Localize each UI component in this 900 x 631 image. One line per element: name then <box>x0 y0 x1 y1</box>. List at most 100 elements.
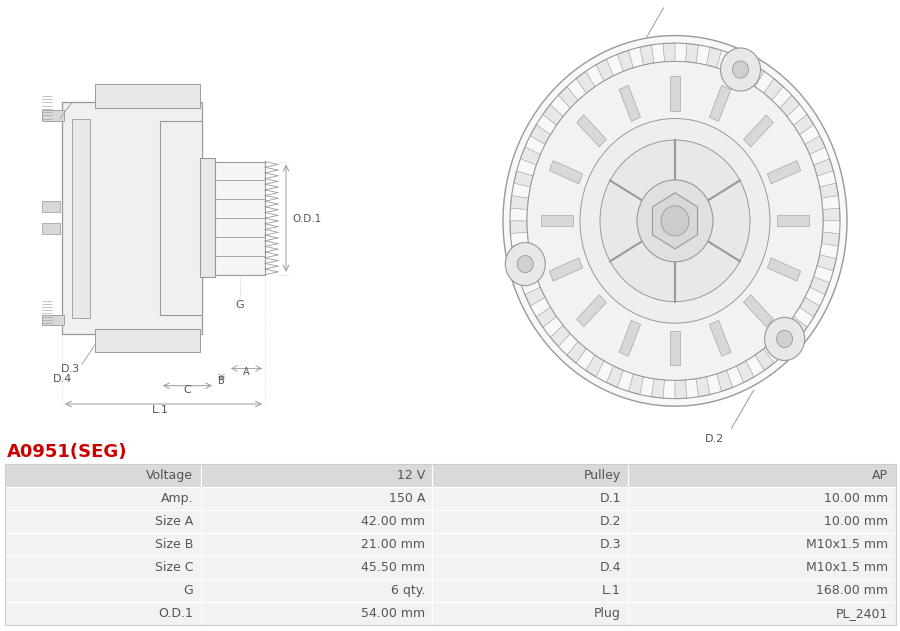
Bar <box>201 602 432 625</box>
Text: 10.00 mm: 10.00 mm <box>824 492 888 505</box>
Text: C: C <box>183 385 191 395</box>
Text: Size B: Size B <box>155 538 194 551</box>
Polygon shape <box>736 361 754 382</box>
Text: G: G <box>184 584 194 597</box>
Polygon shape <box>696 377 710 397</box>
Text: Amp.: Amp. <box>161 492 194 505</box>
Polygon shape <box>596 59 614 81</box>
Text: 150 A: 150 A <box>389 492 425 505</box>
Polygon shape <box>706 47 722 68</box>
Polygon shape <box>670 76 680 111</box>
Polygon shape <box>743 295 773 327</box>
Bar <box>432 602 628 625</box>
Bar <box>432 487 628 510</box>
Text: 6 qty.: 6 qty. <box>391 584 425 597</box>
Bar <box>4 533 201 556</box>
Text: D.1: D.1 <box>599 492 621 505</box>
Circle shape <box>518 256 534 273</box>
Circle shape <box>503 35 847 406</box>
Text: L.1: L.1 <box>602 584 621 597</box>
Text: D.3: D.3 <box>60 363 79 374</box>
Text: G: G <box>236 300 244 310</box>
Polygon shape <box>709 85 731 121</box>
Bar <box>95 84 200 108</box>
Text: 45.50 mm: 45.50 mm <box>361 561 425 574</box>
Text: 12 V: 12 V <box>397 469 425 482</box>
Polygon shape <box>530 125 551 144</box>
Text: 42.00 mm: 42.00 mm <box>361 515 425 528</box>
Polygon shape <box>558 86 578 108</box>
Polygon shape <box>586 355 604 377</box>
Text: D.4: D.4 <box>52 374 72 384</box>
Bar <box>201 510 432 533</box>
Polygon shape <box>536 307 556 327</box>
Bar <box>4 556 201 579</box>
Circle shape <box>527 61 823 380</box>
Polygon shape <box>607 366 624 387</box>
Polygon shape <box>805 136 825 155</box>
Bar <box>628 602 896 625</box>
Bar <box>628 533 896 556</box>
Text: B: B <box>218 375 224 386</box>
Circle shape <box>661 206 689 236</box>
Bar <box>432 464 628 487</box>
Bar <box>200 158 215 277</box>
Bar <box>201 464 432 487</box>
Polygon shape <box>686 44 698 63</box>
Bar <box>432 510 628 533</box>
Text: D.3: D.3 <box>599 538 621 551</box>
Polygon shape <box>543 105 563 126</box>
Polygon shape <box>576 71 595 93</box>
Text: PL_2401: PL_2401 <box>836 606 888 620</box>
Polygon shape <box>716 370 733 391</box>
Bar <box>201 556 432 579</box>
Polygon shape <box>550 325 571 346</box>
Polygon shape <box>510 221 527 233</box>
Text: Voltage: Voltage <box>147 469 194 482</box>
Polygon shape <box>549 161 582 184</box>
Polygon shape <box>510 196 528 209</box>
Bar <box>42 223 60 233</box>
Polygon shape <box>525 287 545 306</box>
Polygon shape <box>520 147 540 165</box>
Text: 10.00 mm: 10.00 mm <box>824 515 888 528</box>
Text: Size C: Size C <box>155 561 194 574</box>
Polygon shape <box>822 232 840 246</box>
Polygon shape <box>779 95 800 117</box>
Bar <box>215 162 265 274</box>
Text: Size A: Size A <box>155 515 194 528</box>
Polygon shape <box>577 295 607 327</box>
Polygon shape <box>567 341 586 363</box>
Text: D.1: D.1 <box>670 0 689 2</box>
Bar <box>95 329 200 352</box>
Polygon shape <box>810 276 830 295</box>
Polygon shape <box>577 115 607 147</box>
Polygon shape <box>652 379 664 398</box>
Text: O.D.1: O.D.1 <box>292 214 321 224</box>
Text: D.4: D.4 <box>599 561 621 574</box>
Polygon shape <box>777 215 809 227</box>
Text: D.2: D.2 <box>599 515 621 528</box>
Text: Plug: Plug <box>594 606 621 620</box>
Polygon shape <box>619 85 641 121</box>
Polygon shape <box>640 45 654 65</box>
Bar <box>432 533 628 556</box>
Polygon shape <box>628 374 644 394</box>
Bar <box>628 464 896 487</box>
Text: 54.00 mm: 54.00 mm <box>361 606 425 620</box>
Polygon shape <box>709 321 731 357</box>
Text: 168.00 mm: 168.00 mm <box>816 584 888 597</box>
Polygon shape <box>768 258 801 281</box>
Polygon shape <box>652 193 698 249</box>
Bar <box>628 487 896 510</box>
Polygon shape <box>787 316 807 337</box>
Bar <box>4 579 201 602</box>
Polygon shape <box>814 159 833 176</box>
Polygon shape <box>743 115 773 147</box>
Circle shape <box>765 317 805 360</box>
Bar <box>628 579 896 602</box>
Text: D.2: D.2 <box>705 433 725 444</box>
Text: M10x1.5 mm: M10x1.5 mm <box>806 538 888 551</box>
Bar <box>42 315 64 326</box>
Bar <box>4 602 201 625</box>
